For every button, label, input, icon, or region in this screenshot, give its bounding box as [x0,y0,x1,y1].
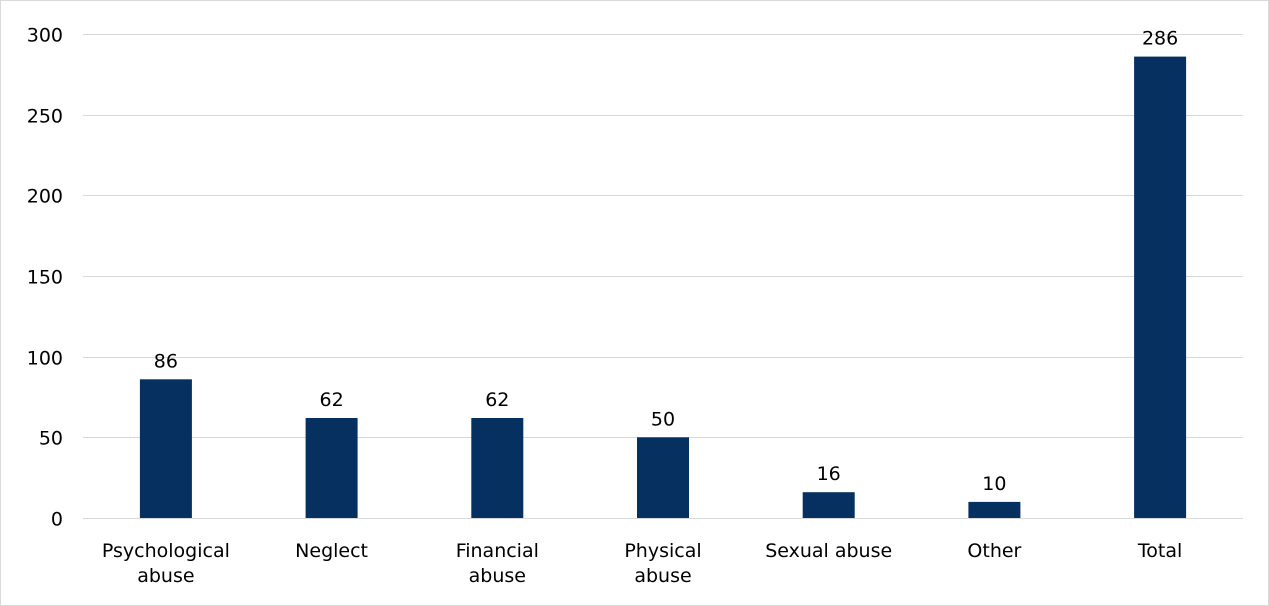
category-label-5-line-0: Other [967,540,1021,562]
category-label-4: Sexual abuse [765,540,892,562]
category-label-4-line-0: Sexual abuse [765,540,892,562]
category-label-6-line-0: Total [1137,540,1182,562]
category-label-6: Total [1137,540,1182,562]
data-label-5: 10 [982,473,1006,495]
category-label-2: Financial abuse [456,540,539,587]
category-label-0-line-1: abuse [137,565,194,587]
data-label-2: 62 [485,389,509,411]
bar-2 [471,418,524,518]
data-label-1: 62 [320,389,344,411]
bar-3 [637,437,689,518]
bar-1 [305,418,358,518]
y-tick-label-50: 50 [39,428,63,450]
category-label-3-line-0: Physical [624,540,701,562]
bar-5 [968,501,1021,518]
y-tick-label-0: 0 [51,509,63,531]
gridlines [83,34,1243,519]
data-labels: 86 62 62 50 16 10 286 [154,28,1178,495]
category-label-1-line-0: Neglect [295,540,368,562]
category-label-0-line-0: Psychological [102,540,230,562]
category-label-0: Psychological abuse [102,540,230,587]
bar-0 [139,379,192,518]
data-label-6: 286 [1142,28,1178,50]
bar-4 [802,492,855,518]
y-tick-label-100: 100 [27,348,63,370]
data-label-4: 16 [817,463,841,485]
bars [139,56,1187,518]
y-axis-tick-labels: 0 50 100 150 200 250 300 [27,25,63,531]
y-tick-label-150: 150 [27,267,63,289]
category-label-2-line-0: Financial [456,540,539,562]
category-label-1: Neglect [295,540,368,562]
data-label-0: 86 [154,350,178,372]
category-label-3-line-1: abuse [634,565,691,587]
y-tick-label-200: 200 [27,186,63,208]
y-tick-label-250: 250 [27,106,63,128]
category-label-5: Other [967,540,1021,562]
category-label-3: Physical abuse [624,540,701,587]
category-label-2-line-1: abuse [469,565,526,587]
data-label-3: 50 [651,408,675,430]
y-tick-label-300: 300 [27,25,63,47]
bar-6 [1134,56,1187,518]
